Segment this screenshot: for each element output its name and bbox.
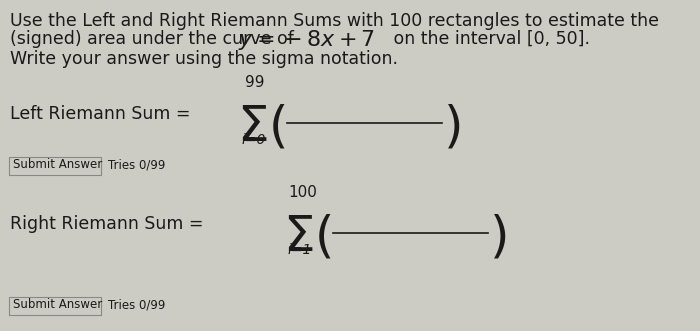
Text: i=1: i=1 [288,243,312,257]
Text: Left Riemann Sum =: Left Riemann Sum = [10,105,196,123]
Text: Write your answer using the sigma notation.: Write your answer using the sigma notati… [10,50,398,68]
Text: on the interval [0, 50].: on the interval [0, 50]. [388,30,590,48]
Text: Right Riemann Sum =: Right Riemann Sum = [10,215,209,233]
Text: ): ) [444,103,463,151]
Text: 100: 100 [288,185,317,200]
Text: (signed) area under the curve of: (signed) area under the curve of [10,30,300,48]
Text: Submit Answer: Submit Answer [13,158,102,171]
Text: (: ( [269,103,288,151]
Text: ): ) [490,213,510,261]
Text: $\Sigma$: $\Sigma$ [283,213,314,261]
Text: Submit Answer: Submit Answer [13,298,102,311]
Text: $y = -8x + 7$: $y = -8x + 7$ [238,28,375,52]
Text: Tries 0/99: Tries 0/99 [108,298,165,311]
Text: 99: 99 [245,75,265,90]
Text: $\Sigma$: $\Sigma$ [237,103,267,151]
FancyBboxPatch shape [9,157,101,175]
Text: Use the Left and Right Riemann Sums with 100 rectangles to estimate the: Use the Left and Right Riemann Sums with… [10,12,659,30]
Text: i=0: i=0 [242,133,267,147]
FancyBboxPatch shape [9,297,101,315]
Text: (: ( [315,213,335,261]
Text: Tries 0/99: Tries 0/99 [108,158,165,171]
